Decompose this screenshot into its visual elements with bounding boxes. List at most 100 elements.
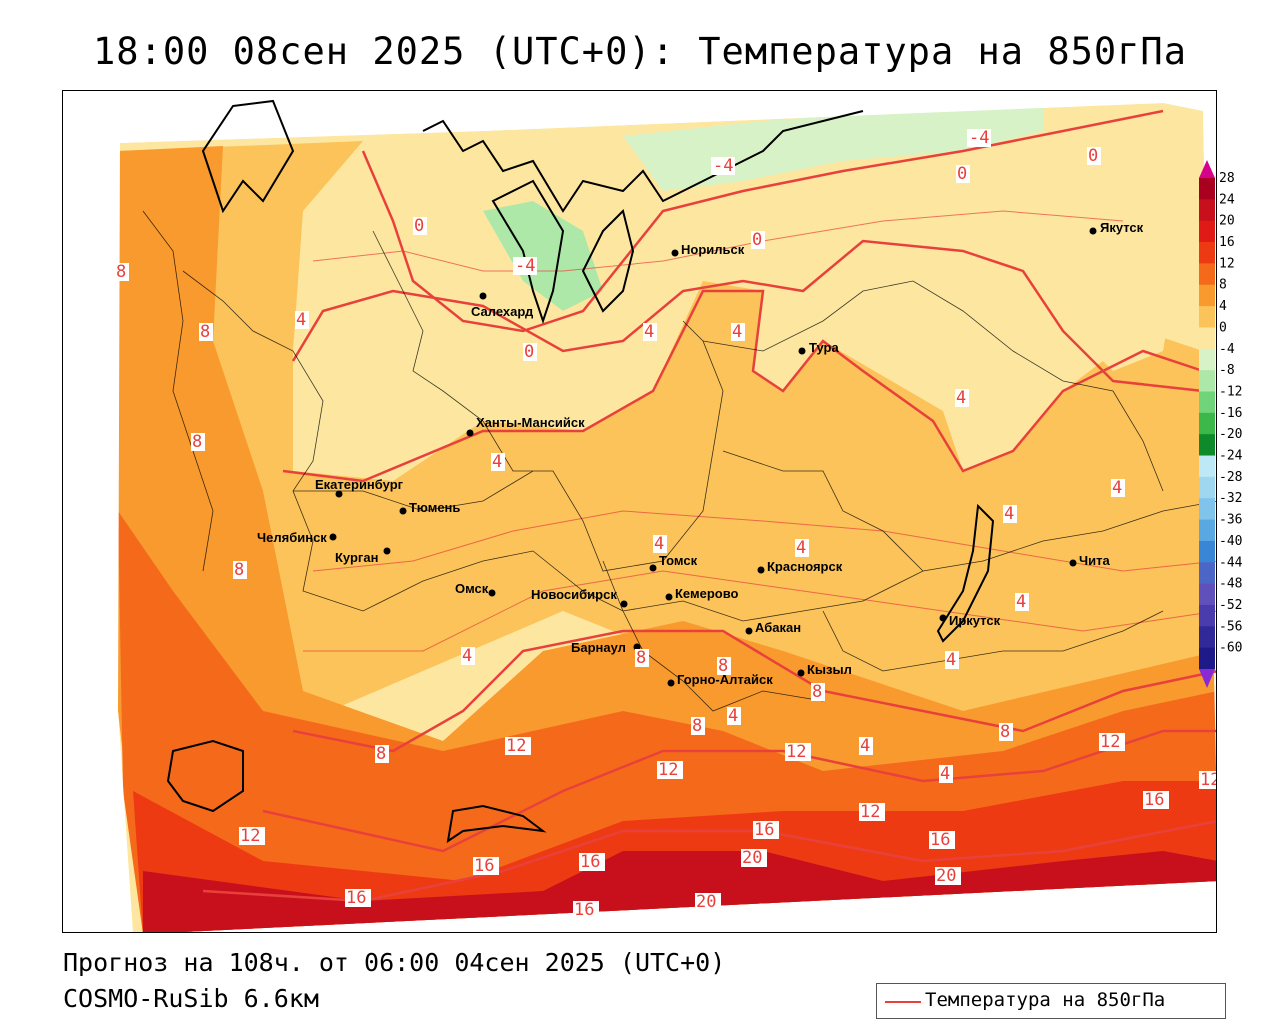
- city-chelyabinsk[interactable]: Челябинск: [257, 530, 337, 545]
- svg-text:16: 16: [1144, 790, 1164, 810]
- colorbar-cell: [1199, 626, 1215, 649]
- svg-text:20: 20: [936, 866, 956, 886]
- colorbar-tick-label: 24: [1219, 192, 1235, 207]
- isotherm-labels: -4 -4 -4 0 0 0 0 0 4 4 4 4 4 4 4 4 4 4 4…: [115, 128, 1217, 920]
- colorbar-tick-label: -36: [1219, 513, 1242, 528]
- city-salekhard[interactable]: Салехард: [471, 292, 534, 320]
- svg-text:16: 16: [580, 852, 600, 872]
- svg-text:4: 4: [940, 764, 950, 784]
- svg-text:Норильск: Норильск: [681, 242, 745, 257]
- svg-text:-4: -4: [515, 256, 535, 276]
- zone-4-8: [118, 141, 1216, 741]
- svg-text:8: 8: [718, 656, 728, 676]
- svg-text:0: 0: [1088, 146, 1098, 166]
- svg-text:12: 12: [860, 802, 880, 822]
- svg-text:12: 12: [240, 826, 260, 846]
- svg-text:Кызыл: Кызыл: [807, 662, 852, 677]
- svg-text:8: 8: [692, 716, 702, 736]
- colorbar-cell: [1199, 540, 1215, 563]
- svg-text:4: 4: [728, 706, 738, 726]
- city-kurgan[interactable]: Курган: [335, 547, 391, 566]
- svg-text:4: 4: [1004, 504, 1014, 524]
- svg-text:12: 12: [786, 742, 806, 762]
- colorbar-cell: [1199, 391, 1215, 414]
- city-kemerovo[interactable]: Кемерово: [665, 586, 739, 601]
- svg-text:8: 8: [376, 744, 386, 764]
- svg-text:4: 4: [860, 736, 870, 756]
- colorbar-cell: [1199, 434, 1215, 457]
- svg-text:4: 4: [492, 452, 502, 472]
- isotherm-lines: [202, 109, 1216, 903]
- svg-text:4: 4: [956, 388, 966, 408]
- city-chita[interactable]: Чита: [1069, 553, 1111, 568]
- city-krasnoyarsk[interactable]: Красноярск: [757, 559, 843, 574]
- colorbar-cell: [1199, 220, 1215, 243]
- legend: Температура на 850гПа: [876, 983, 1226, 1019]
- city-khanty-mansiysk[interactable]: Ханты-Мансийск: [466, 415, 586, 437]
- colorbar-ticks: 28 24 20 16 12 8 4 0 -4 -8 -12 -16 -20 -24 -28 -32 -36 -4…: [1219, 171, 1243, 656]
- city-norilsk[interactable]: Норильск: [671, 242, 745, 257]
- city-yakutsk[interactable]: Якутск: [1089, 220, 1144, 235]
- colorbar-tick-label: -40: [1219, 534, 1242, 549]
- svg-text:0: 0: [957, 164, 967, 184]
- colorbar-tick-label: -8: [1219, 363, 1235, 378]
- city-abakan[interactable]: Абакан: [745, 620, 802, 635]
- city-barnaul[interactable]: Барнаул: [571, 640, 641, 655]
- colorbar-bottom-arrow: [1199, 669, 1215, 688]
- svg-text:0: 0: [752, 230, 762, 250]
- svg-text:4: 4: [946, 650, 956, 670]
- colorbar-tick-label: -32: [1219, 491, 1242, 506]
- colorbar-cell: [1199, 242, 1215, 264]
- colorbar-cell: [1199, 455, 1215, 478]
- colorbar-cell: [1199, 498, 1215, 521]
- city-tura[interactable]: Тура: [798, 340, 840, 355]
- svg-text:16: 16: [930, 830, 950, 850]
- svg-text:0: 0: [414, 216, 424, 236]
- colorbar-cell: [1199, 583, 1215, 606]
- city-novosibirsk[interactable]: Новосибирск: [531, 587, 628, 608]
- svg-text:12: 12: [506, 736, 526, 756]
- svg-text:4: 4: [654, 534, 664, 554]
- svg-text:Тюмень: Тюмень: [409, 500, 460, 515]
- colorbar-cell: [1199, 178, 1215, 200]
- colorbar-cells: [1199, 178, 1215, 670]
- colorbar-tick-label: 0: [1219, 320, 1227, 335]
- svg-text:Горно-Алтайск: Горно-Алтайск: [677, 672, 773, 687]
- svg-text:4: 4: [732, 322, 742, 342]
- colorbar-tick-label: -48: [1219, 577, 1242, 592]
- city-tyumen[interactable]: Тюмень: [399, 500, 461, 515]
- colorbar-tick-label: -4: [1219, 342, 1235, 357]
- svg-text:Ханты-Мансийск: Ханты-Мансийск: [476, 415, 585, 430]
- colorbar-cell: [1199, 327, 1215, 350]
- colorbar-cell: [1199, 199, 1215, 222]
- colorbar-tick-label: -28: [1219, 470, 1242, 485]
- colorbar-tick-label: 16: [1219, 235, 1235, 250]
- svg-text:4: 4: [644, 322, 654, 342]
- city-omsk[interactable]: Омск: [455, 581, 496, 597]
- svg-text:8: 8: [636, 648, 646, 668]
- city-irkutsk[interactable]: Иркутск: [939, 613, 1001, 628]
- svg-text:-4: -4: [713, 156, 733, 176]
- zone-8-12: [118, 146, 1216, 932]
- colorbar-tick-label: -24: [1219, 449, 1243, 464]
- city-yekaterinburg[interactable]: Екатеринбург: [315, 477, 404, 498]
- colorbar-tick-label: -12: [1219, 384, 1242, 399]
- svg-text:16: 16: [346, 888, 366, 908]
- colorbar-cell: [1199, 348, 1215, 371]
- city-tomsk[interactable]: Томск: [649, 553, 698, 572]
- svg-text:Чита: Чита: [1079, 553, 1110, 568]
- city-kyzyl[interactable]: Кызыл: [797, 662, 852, 677]
- colorbar-cell: [1199, 519, 1215, 542]
- colorbar-cell: [1199, 412, 1215, 435]
- svg-text:12: 12: [1200, 770, 1217, 790]
- svg-text:8: 8: [200, 322, 210, 342]
- svg-text:Екатеринбург: Екатеринбург: [315, 477, 404, 492]
- model-info: COSMO-RuSib 6.6км: [63, 984, 319, 1013]
- city-gorno-altaysk[interactable]: Горно-Алтайск: [667, 672, 774, 687]
- svg-text:Барнаул: Барнаул: [571, 640, 626, 655]
- svg-text:Челябинск: Челябинск: [257, 530, 327, 545]
- svg-text:20: 20: [742, 848, 762, 868]
- colorbar-cell: [1199, 370, 1215, 392]
- isotherm-thin: [303, 210, 1216, 652]
- colorbar-tick-label: 28: [1219, 171, 1235, 186]
